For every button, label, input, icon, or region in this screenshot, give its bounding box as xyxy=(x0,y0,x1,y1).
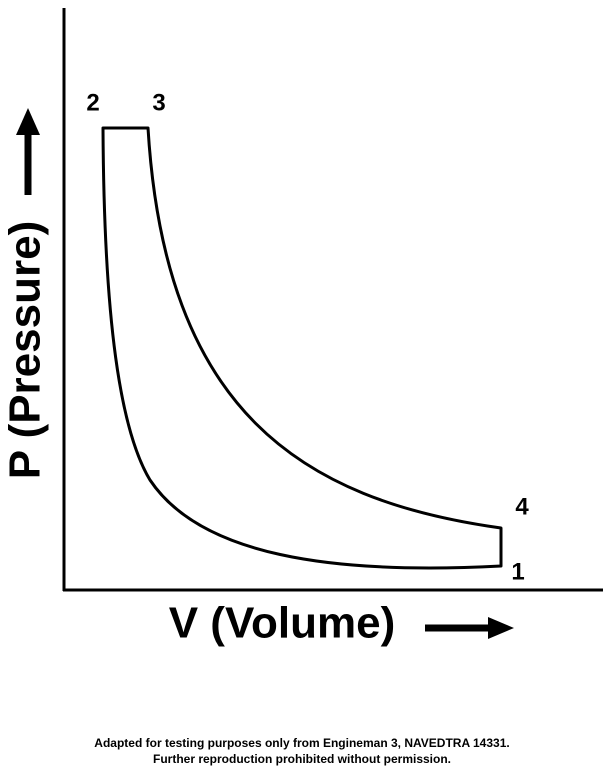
x-arrow xyxy=(425,617,514,639)
point-label: 4 xyxy=(515,493,529,520)
point-label: 3 xyxy=(152,89,165,116)
footer-line: Adapted for testing purposes only from E… xyxy=(94,736,509,750)
y-axis-label: P (Pressure) xyxy=(1,221,50,479)
point-label: 2 xyxy=(86,89,99,116)
x-axis-label: V (Volume) xyxy=(169,599,396,648)
point-label: 1 xyxy=(511,558,524,585)
footer-line: Further reproduction prohibited without … xyxy=(153,752,451,766)
y-arrow xyxy=(16,108,40,195)
cycle-curve xyxy=(101,126,503,570)
